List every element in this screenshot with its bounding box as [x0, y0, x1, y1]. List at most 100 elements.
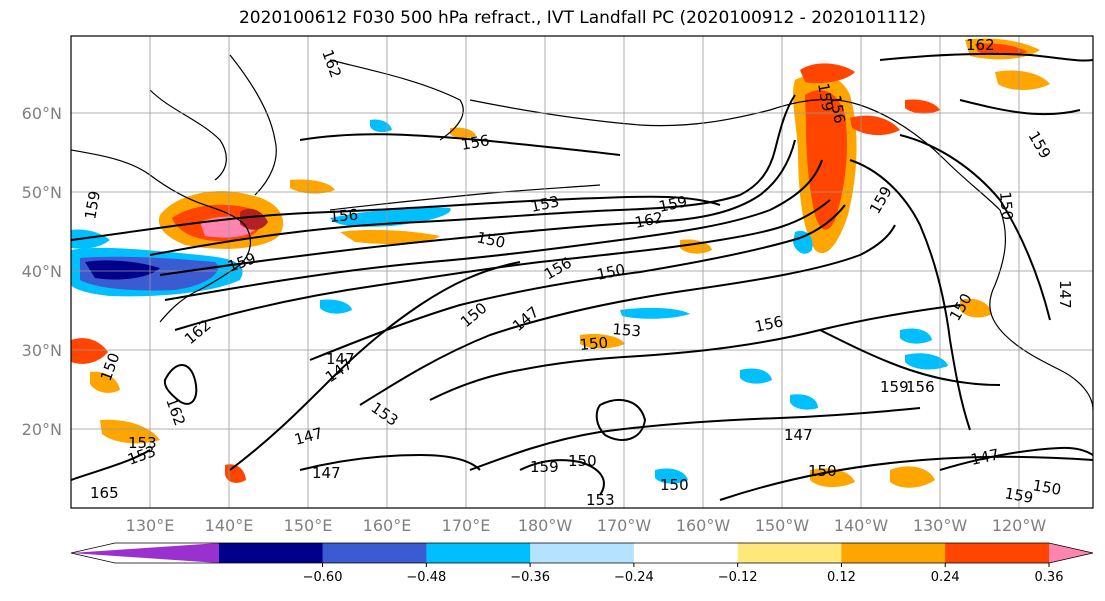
contour-line — [299, 133, 621, 156]
lon-label: 120°W — [992, 516, 1047, 535]
contour-label: 162 — [633, 208, 665, 232]
lon-label: 150°E — [284, 516, 333, 535]
coastline-okhotsk — [149, 89, 227, 181]
contour-line — [939, 446, 1093, 471]
contour-line — [71, 449, 151, 481]
shade-positive-region — [975, 43, 1028, 55]
coastlines — [71, 54, 1093, 411]
lat-label: 40°N — [22, 262, 62, 281]
contour-label: 147 — [784, 426, 813, 444]
contour-label: 150 — [996, 191, 1016, 221]
contour-label: 159 — [880, 378, 909, 396]
lat-label: 60°N — [22, 104, 62, 123]
contour-label: 147 — [326, 350, 355, 368]
contour-line — [159, 139, 796, 276]
colorbar-segment — [1049, 543, 1093, 563]
shade-positive-region — [450, 127, 476, 139]
map-panel: 162 159 156 156 153 150 162 159 156 150 … — [71, 36, 1093, 509]
colorbar-segment — [322, 543, 427, 563]
contour-line — [469, 407, 921, 471]
contour-label: 150 — [660, 476, 689, 494]
coastline-asia — [71, 149, 252, 323]
map-title: 2020100612 F030 500 hPa refract., IVT La… — [238, 8, 926, 28]
shade-negative-region — [330, 207, 451, 227]
contour-label: 162 — [966, 36, 995, 54]
shade-positive-region — [290, 179, 335, 194]
colorbar-outline — [70, 542, 1094, 564]
shade-positive-region — [240, 208, 268, 230]
lon-label: 160°W — [676, 516, 731, 535]
contour-line — [229, 261, 521, 471]
shade-positive-region — [800, 63, 855, 84]
contour-label: 159 — [81, 189, 104, 220]
shade-negative-region — [900, 328, 932, 344]
contour-line — [309, 204, 846, 361]
shade-negative-region — [85, 260, 160, 280]
contour-label: 150 — [568, 452, 597, 470]
coastline-alaska — [469, 98, 1001, 211]
lon-label: 180°W — [518, 516, 573, 535]
shade-positive-region — [71, 338, 108, 364]
contour-line — [429, 304, 961, 401]
colorbar-segment — [218, 543, 324, 563]
contour-label: 156 — [826, 94, 849, 125]
coastline-aleutians — [329, 184, 601, 211]
lat-label: 50°N — [22, 183, 62, 202]
contour-label: 150 — [579, 334, 609, 354]
shade-negative-region — [370, 119, 392, 133]
contour-line — [899, 134, 1051, 321]
shade-negative-region — [740, 368, 772, 384]
shade-positive-region — [340, 229, 440, 244]
lon-label: 160°E — [363, 516, 412, 535]
shade-negative-region — [905, 353, 948, 370]
contour-label: 156 — [460, 131, 491, 154]
contour-line — [174, 199, 831, 331]
contour-line — [299, 453, 481, 471]
contour-label: 159 — [530, 458, 559, 476]
contour-label: 156 — [329, 206, 359, 226]
contour-line — [71, 195, 721, 241]
shade-positive-region — [850, 115, 900, 136]
shade-negative-region — [320, 299, 352, 314]
shade-positive-region — [905, 99, 940, 114]
contour-label: 156 — [753, 312, 785, 336]
shade-positive-region — [580, 334, 625, 349]
shade-positive-region — [995, 70, 1050, 90]
shade-positive-region — [960, 298, 992, 318]
colorbar-segment — [945, 543, 1050, 563]
contour-line — [959, 99, 1081, 116]
contour-label: 159 — [1003, 484, 1034, 507]
colorbar-tick-label: 0.12 — [827, 570, 856, 585]
colorbar-tick-label: −0.36 — [510, 570, 550, 585]
contour-label: 153 — [529, 192, 561, 216]
coastline-bering — [329, 59, 464, 141]
colorbar-segment — [633, 543, 739, 563]
colorbar-segment — [530, 543, 635, 563]
contour-label: 153 — [586, 491, 615, 509]
contour-label: 165 — [90, 484, 119, 502]
lon-label: 140°W — [834, 516, 889, 535]
contour-line — [163, 364, 198, 405]
lon-label: 170°E — [442, 516, 491, 535]
contour-label: 147 — [969, 445, 1001, 469]
contour-line — [819, 329, 1001, 386]
colorbar-tick-label: −0.12 — [718, 570, 758, 585]
contour-line — [595, 399, 647, 441]
shade-negative-region — [790, 394, 818, 410]
coastline-kamchatka — [229, 54, 277, 196]
shade-positive-region — [890, 466, 935, 488]
contour-label: 150 — [1031, 476, 1062, 499]
shade-negative-region — [793, 230, 813, 254]
lat-label: 30°N — [22, 341, 62, 360]
colorbar-segment — [737, 543, 842, 563]
lon-label: 130°W — [913, 516, 968, 535]
colorbar-tick-label: 0.36 — [1035, 570, 1064, 585]
contour-label: 153 — [128, 434, 157, 452]
contour-label: 153 — [612, 320, 642, 340]
contour-line — [879, 52, 1093, 62]
lon-label: 150°W — [755, 516, 810, 535]
contour-label: 156 — [906, 378, 935, 396]
contour-label: 150 — [808, 462, 837, 480]
colorbar: −0.60−0.48−0.36−0.24−0.120.120.240.360.4… — [70, 542, 1094, 585]
colorbar-tick-label: −0.48 — [406, 570, 446, 585]
